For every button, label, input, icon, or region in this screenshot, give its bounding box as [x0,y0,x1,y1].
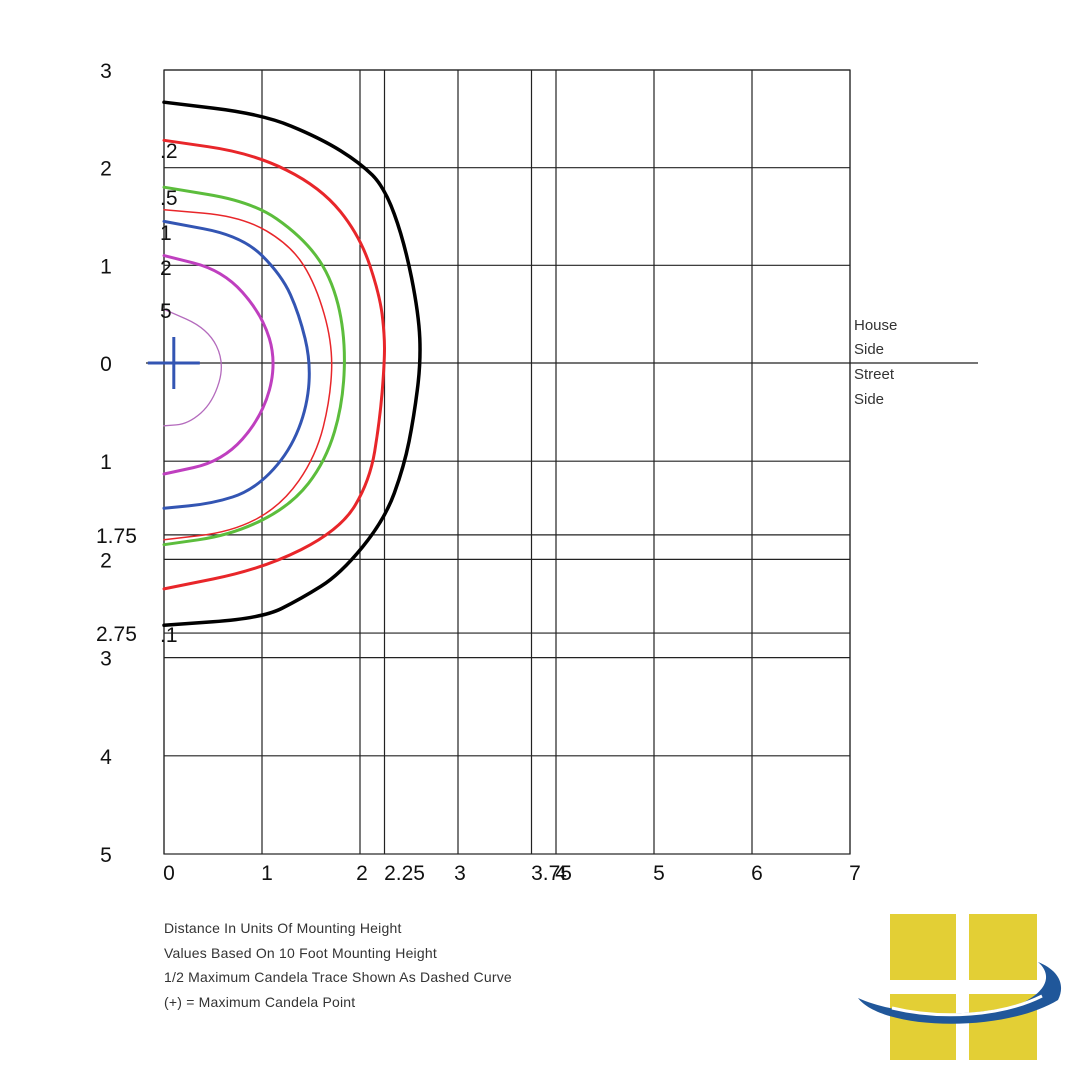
y-tick-label: 2 [100,158,112,181]
x-tick-label: 6 [751,862,763,885]
x-tick-label: 7 [849,862,861,885]
curve-label: 2 [160,257,172,280]
note-line: 1/2 Maximum Candela Trace Shown As Dashe… [164,969,512,985]
isofootcandle-curve [163,308,222,427]
isofootcandle-chart: 0 1 2 2.25 3 3.754 5 6 7321011.7522.75345HouseSi… [96,60,978,885]
y-tick-label: 2.75 [96,623,137,646]
side-label: House [854,317,897,334]
side-label: Side [854,341,884,358]
isofootcandle-curve [163,208,333,541]
plot-frame [163,69,851,855]
x-tick-label: 0 [163,862,175,885]
x-tick-label: 3 [454,862,466,885]
curves [162,100,422,627]
y-tick-label: 1.75 [96,525,137,548]
isofootcandle-curve [162,254,275,476]
x-tick-label: 1 [261,862,273,885]
isofootcandle-curve [162,219,311,510]
side-label: Side [854,391,884,408]
y-tick-label: 1 [100,451,112,474]
curve-label: 5 [160,300,172,323]
x-tick-label: 2 [356,862,368,885]
max-candela-marker [147,337,200,389]
company-logo [858,914,1062,1060]
y-tick-label: 2 [100,549,112,572]
y-tick-label: 1 [100,255,112,278]
note-line: Distance In Units Of Mounting Height [164,920,402,936]
isofootcandle-curve [162,100,422,627]
isofootcandle-curve [162,138,386,591]
curve-label: .5 [160,187,178,210]
curve-label: .1 [160,624,178,647]
x-tick-label: 2.25 [384,862,425,885]
side-label: Street [854,366,895,383]
labels: 0 1 2 2.25 3 3.754 5 6 7321011.7522.75345HouseSi… [96,60,897,885]
y-tick-label: 3 [100,648,112,671]
curve-label: 1 [160,222,172,245]
y-tick-label: 0 [100,353,112,376]
chart-notes: Distance In Units Of Mounting Height Val… [164,918,512,1016]
note-line: (+) = Maximum Candela Point [164,993,356,1010]
grid [146,69,978,855]
x-tick-label: 4 [555,862,567,885]
y-tick-label: 4 [100,746,112,769]
isofootcandle-curve [162,185,346,547]
x-tick-label: 3.75 [531,862,572,885]
y-tick-label: 3 [100,60,112,83]
x-tick-label: 5 [653,862,665,885]
y-tick-label: 5 [100,844,112,867]
note-line: Values Based On 10 Foot Mounting Height [164,944,437,961]
curve-label: .2 [160,140,178,163]
